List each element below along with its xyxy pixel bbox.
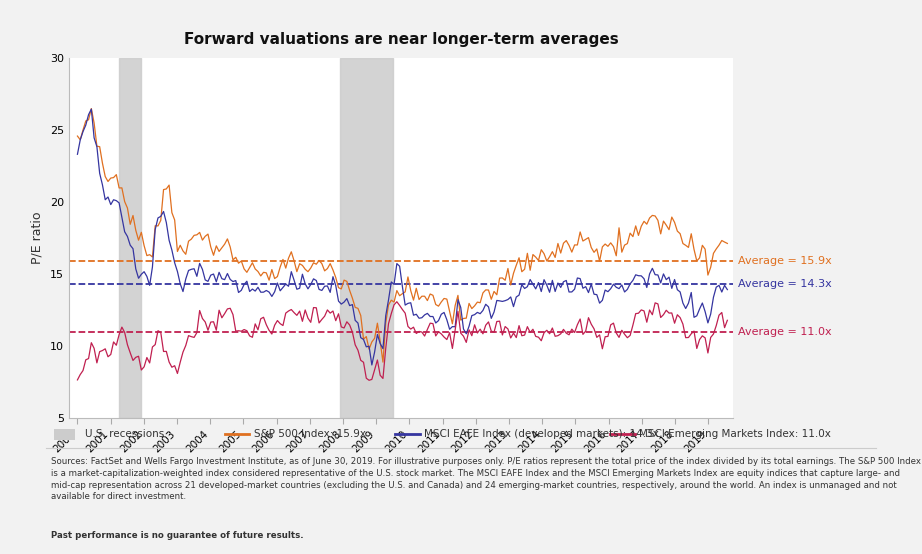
Y-axis label: P/E ratio: P/E ratio [30, 212, 43, 264]
Text: Average = 14.3x: Average = 14.3x [738, 279, 832, 289]
Text: U.S. recessions: U.S. recessions [85, 429, 164, 439]
Bar [119, 58, 141, 418]
Text: Sources: FactSet and Wells Fargo Investment Institute, as of June 30, 2019. For : Sources: FactSet and Wells Fargo Investm… [51, 457, 921, 501]
Bar [340, 58, 393, 418]
Text: MSCI Emerging Markets Index: 11.0x: MSCI Emerging Markets Index: 11.0x [640, 429, 832, 439]
Text: S&P 500 Index: 15.9x: S&P 500 Index: 15.9x [254, 429, 365, 439]
Text: Past performance is no guarantee of future results.: Past performance is no guarantee of futu… [51, 531, 303, 540]
Title: Forward valuations are near longer-term averages: Forward valuations are near longer-term … [183, 32, 619, 47]
Text: Average = 11.0x: Average = 11.0x [738, 327, 832, 337]
Bar [54, 429, 76, 440]
Text: Average = 15.9x: Average = 15.9x [738, 257, 832, 266]
Text: MSCI EAFE Index (developed markets): 14.3x: MSCI EAFE Index (developed markets): 14.… [423, 429, 658, 439]
